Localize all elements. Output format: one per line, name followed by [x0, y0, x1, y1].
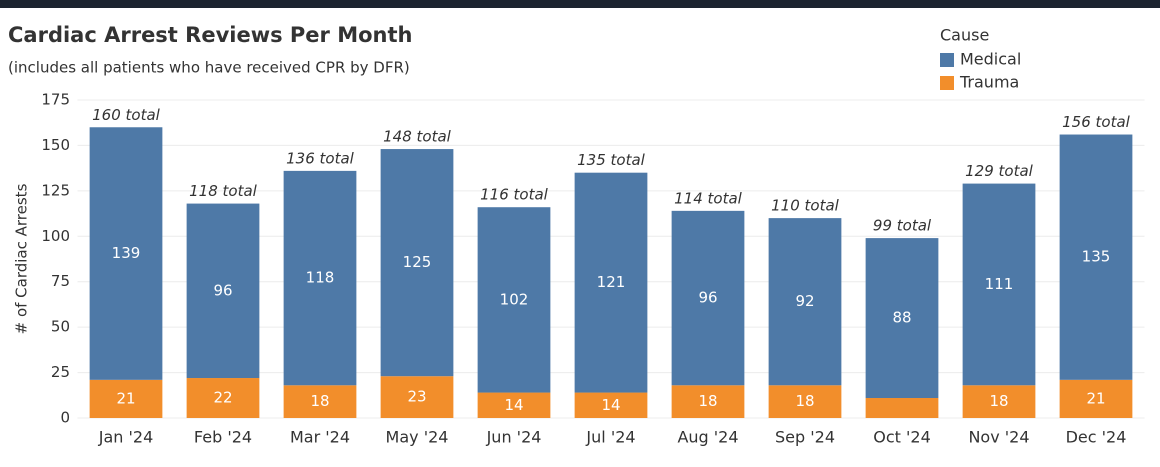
y-tick-label: 150: [41, 136, 70, 154]
bar-segment: [671, 210, 745, 386]
bar-segment: [671, 385, 745, 418]
y-tick-label: 25: [51, 363, 70, 381]
bar-segment: [962, 385, 1036, 418]
y-tick-label: 125: [41, 181, 70, 199]
x-tick-label: Feb '24: [194, 428, 252, 447]
top-strip: [0, 0, 1160, 8]
value-label: 118: [306, 269, 335, 287]
bar-segment: [1059, 134, 1133, 380]
bar-segment: [380, 376, 454, 418]
bar-segment: [477, 207, 551, 393]
value-label: 18: [989, 392, 1008, 410]
y-tick-label: 175: [41, 91, 70, 109]
y-tick-label: 100: [41, 227, 70, 245]
total-label: 110 total: [771, 197, 840, 215]
value-label: 111: [985, 275, 1014, 293]
x-tick-label: May '24: [386, 428, 449, 447]
total-label: 116 total: [480, 186, 549, 204]
bar-segment: [283, 385, 357, 418]
bar-segment: [865, 398, 939, 418]
total-label: 136 total: [286, 149, 355, 167]
bar-segment: [1059, 379, 1133, 418]
x-tick-label: Mar '24: [290, 428, 350, 447]
x-tick-label: Nov '24: [968, 428, 1029, 447]
total-label: 114 total: [674, 189, 743, 207]
value-label: 21: [116, 389, 135, 407]
legend-swatch: [940, 53, 954, 67]
value-label: 14: [504, 396, 523, 414]
value-label: 139: [112, 244, 141, 262]
value-label: 18: [698, 392, 717, 410]
x-tick-label: Dec '24: [1066, 428, 1127, 447]
x-tick-label: Oct '24: [873, 428, 931, 447]
x-tick-label: Jul '24: [585, 428, 635, 447]
value-label: 96: [698, 289, 717, 307]
y-tick-label: 75: [51, 272, 70, 290]
value-label: 102: [500, 290, 529, 308]
bar-segment: [768, 218, 842, 386]
total-label: 129 total: [965, 162, 1034, 180]
legend-title: Cause: [940, 26, 989, 45]
value-label: 92: [795, 292, 814, 310]
x-tick-label: Jun '24: [486, 428, 542, 447]
bar-segment: [380, 149, 454, 377]
value-label: 96: [213, 281, 232, 299]
legend-label: Medical: [960, 50, 1021, 69]
bar-segment: [962, 183, 1036, 386]
x-tick-label: Aug '24: [677, 428, 738, 447]
value-label: 88: [892, 309, 911, 327]
chart-title: Cardiac Arrest Reviews Per Month: [8, 23, 412, 47]
total-label: 99 total: [873, 217, 932, 235]
bar-segment: [89, 379, 163, 418]
bar-segment: [186, 378, 260, 418]
total-label: 156 total: [1062, 113, 1131, 131]
bar-segment: [865, 238, 939, 399]
legend-swatch: [940, 76, 954, 90]
x-tick-label: Sep '24: [775, 428, 835, 447]
bar-segment: [186, 203, 260, 379]
y-axis-title: # of Cardiac Arrests: [13, 183, 31, 334]
y-tick-label: 0: [60, 409, 70, 427]
y-tick-label: 50: [51, 318, 70, 336]
value-label: 18: [795, 392, 814, 410]
value-label: 22: [213, 389, 232, 407]
total-label: 135 total: [577, 151, 646, 169]
bar-segment: [283, 170, 357, 386]
legend-label: Trauma: [959, 73, 1019, 92]
value-label: 121: [597, 273, 626, 291]
total-label: 160 total: [92, 106, 161, 124]
total-label: 118 total: [189, 182, 258, 200]
value-label: 21: [1086, 389, 1105, 407]
bar-segment: [574, 392, 648, 418]
bar-segment: [768, 385, 842, 418]
bar-segment: [477, 392, 551, 418]
value-label: 14: [601, 396, 620, 414]
value-label: 18: [310, 392, 329, 410]
bar-segment: [89, 127, 163, 380]
value-label: 125: [403, 253, 432, 271]
chart-subtitle: (includes all patients who have received…: [8, 59, 410, 77]
bar-segment: [574, 172, 648, 393]
x-tick-label: Jan '24: [98, 428, 154, 447]
value-label: 23: [407, 388, 426, 406]
value-label: 135: [1082, 248, 1111, 266]
total-label: 148 total: [383, 128, 452, 146]
